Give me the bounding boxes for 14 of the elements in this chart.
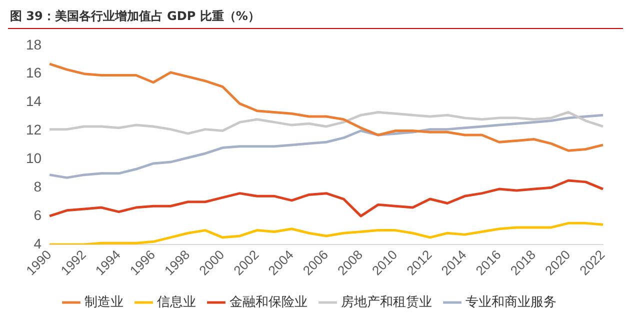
legend-label: 信息业 [156,294,196,310]
y-tick-label: 8 [34,178,42,194]
y-tick-label: 18 [26,36,42,52]
chart-title: 图 39：美国各行业增加值占 GDP 比重（%） [8,8,623,29]
legend-label: 房地产和租赁业 [340,294,432,310]
y-tick-label: 4 [34,235,42,252]
legend-label: 制造业 [84,294,124,310]
y-tick-label: 14 [26,93,42,110]
y-tick-label: 6 [34,206,42,223]
legend-label: 金融和保险业 [229,294,308,310]
y-tick-label: 16 [26,64,42,81]
y-tick-label: 12 [26,122,42,138]
legend-label: 专业和商业服务 [465,294,556,310]
y-tick-label: 10 [26,150,42,166]
